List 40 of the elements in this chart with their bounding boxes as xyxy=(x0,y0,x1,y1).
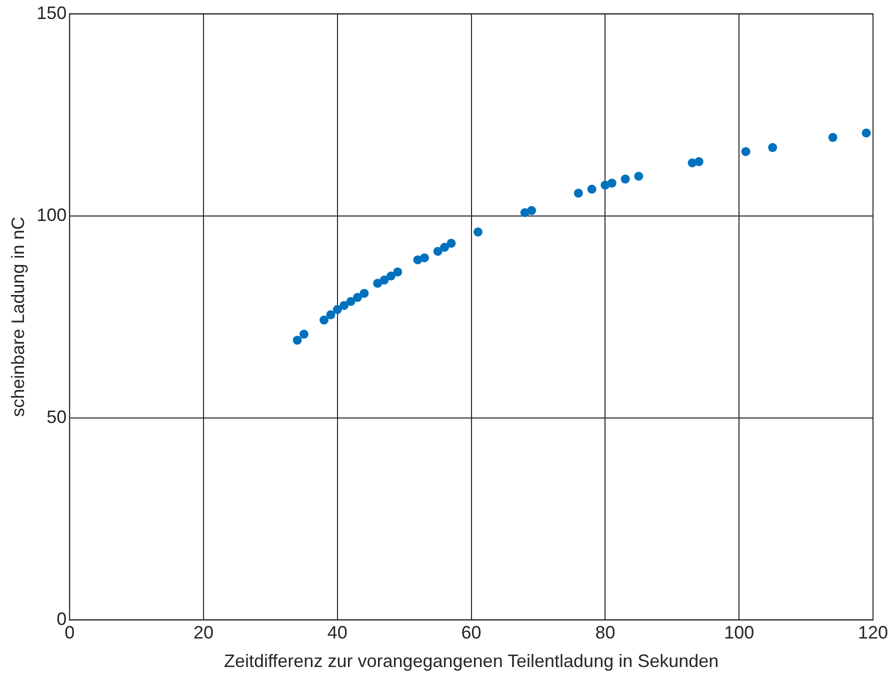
point xyxy=(299,330,308,339)
point xyxy=(768,143,778,152)
point xyxy=(574,188,583,198)
point xyxy=(353,292,362,302)
point xyxy=(828,132,838,142)
point xyxy=(446,238,456,248)
point xyxy=(360,288,369,298)
point xyxy=(386,271,396,280)
x-tick-label: 80 xyxy=(595,622,616,643)
point xyxy=(393,267,402,276)
point xyxy=(332,305,342,314)
point xyxy=(862,128,871,138)
point xyxy=(527,206,536,216)
point xyxy=(326,310,336,320)
point xyxy=(380,276,389,285)
point xyxy=(346,296,356,306)
point xyxy=(741,147,750,156)
point xyxy=(587,184,596,194)
point xyxy=(420,253,429,262)
y-tick-label: 0 xyxy=(56,608,67,629)
x-tick-label: 60 xyxy=(461,622,482,643)
point xyxy=(433,246,442,256)
point xyxy=(292,336,302,345)
point xyxy=(620,174,630,184)
x-tick-label: 20 xyxy=(194,622,214,643)
point xyxy=(340,300,349,310)
y-tick-label: 50 xyxy=(46,406,67,427)
x-tick-label: 120 xyxy=(858,622,888,643)
point xyxy=(440,242,450,252)
x-tick-label: 40 xyxy=(327,622,348,643)
y-axis-title: scheinbare Ladung in nC xyxy=(8,216,28,417)
x-tick-label: 100 xyxy=(724,622,754,643)
y-tick-label: 150 xyxy=(36,2,67,23)
point xyxy=(474,227,483,236)
point xyxy=(320,316,329,325)
point xyxy=(634,172,644,181)
point xyxy=(694,157,704,166)
point xyxy=(607,178,616,188)
y-tick-label: 100 xyxy=(36,204,67,225)
x-axis-title: Zeitdifferenz zur vorangegangenen Teilentladung in Sekunden xyxy=(224,651,719,672)
